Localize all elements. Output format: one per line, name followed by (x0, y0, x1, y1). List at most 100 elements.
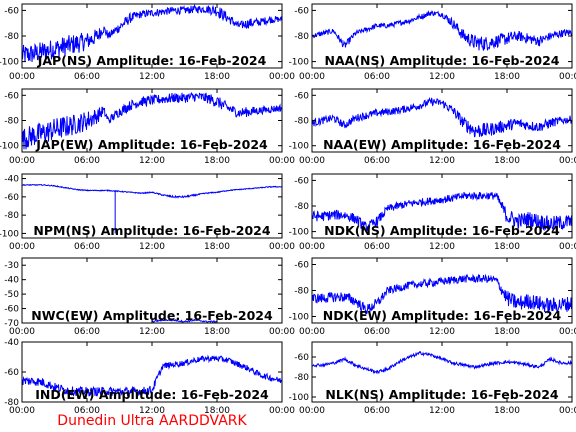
y-tick-label: -60 (294, 91, 309, 101)
chart-title: NLK(NS) Amplitude: 16-Feb-2024 (325, 387, 559, 402)
series-line-0 (151, 318, 218, 323)
x-tick-label: 18:00 (494, 72, 520, 82)
x-tick-label: 06:00 (74, 72, 100, 82)
y-tick-label: -80 (294, 32, 309, 42)
x-tick-label: 00:00 (299, 156, 325, 166)
series-line-0 (21, 92, 283, 150)
y-tick-label: -60 (4, 91, 19, 101)
y-tick-label: -100 (289, 393, 310, 403)
x-tick-label: 12:00 (429, 242, 455, 252)
x-tick-label: 06:00 (74, 242, 100, 252)
y-tick-label: -30 (4, 261, 19, 271)
x-tick-label: 00:00 (269, 242, 295, 252)
x-tick-label: 18:00 (494, 156, 520, 166)
y-tick-label: -60 (4, 193, 19, 203)
x-tick-label: 00:00 (559, 242, 576, 252)
y-tick-label: -80 (4, 32, 19, 42)
series-line-0 (311, 96, 573, 138)
y-tick-label: -80 (294, 287, 309, 297)
y-tick-label: -60 (4, 305, 19, 315)
chart-title: IND(EW) Amplitude: 16-Feb-2024 (35, 387, 269, 402)
y-tick-label: -40 (4, 175, 19, 185)
x-tick-label: 00:00 (269, 72, 295, 82)
x-tick-label: 06:00 (74, 406, 100, 416)
x-tick-label: 00:00 (9, 327, 35, 337)
chart-title: NWC(EW) Amplitude: 16-Feb-2024 (31, 308, 273, 323)
x-tick-label: 00:00 (269, 327, 295, 337)
x-tick-label: 18:00 (494, 327, 520, 337)
x-tick-label: 00:00 (299, 406, 325, 416)
chart-panel-2: -60 -80 -100 00:00 06:00 12:00 18:00 00:00JAP(E… (0, 88, 295, 166)
x-tick-label: 00:00 (9, 242, 35, 252)
x-tick-label: 12:00 (139, 72, 165, 82)
y-tick-label: -80 (4, 398, 19, 408)
x-tick-label: 06:00 (364, 156, 390, 166)
y-tick-label: -100 (0, 142, 19, 152)
y-tick-label: -60 (294, 176, 309, 186)
chart-panel-5: -60 -80 -100 00:00 06:00 12:00 18:00 00:00 NDK(N… (289, 173, 576, 252)
chart-panel-1: -60-80-10000:0006:0012:0018:0000:00NAA(N… (289, 3, 576, 82)
chart-title: NAA(NS) Amplitude: 16-Feb-2024 (325, 53, 560, 68)
x-tick-label: 06:00 (74, 156, 100, 166)
y-tick-label: -100 (289, 58, 310, 68)
x-tick-label: 00:00 (269, 406, 295, 416)
x-tick-label: 18:00 (204, 242, 230, 252)
y-tick-label: -40 (4, 276, 19, 286)
series-line-0 (21, 354, 283, 398)
y-tick-label: -80 (4, 211, 19, 221)
x-tick-label: 12:00 (429, 327, 455, 337)
series-line-0 (311, 9, 573, 51)
x-tick-label: 12:00 (139, 327, 165, 337)
chart-title: JAP(NS) Amplitude: 16-Feb-2024 (37, 53, 267, 68)
x-tick-label: 00:00 (9, 406, 35, 416)
x-tick-label: 00:00 (9, 156, 35, 166)
series-line-0 (21, 3, 283, 63)
x-tick-label: 06:00 (364, 406, 390, 416)
y-tick-label: -100 (0, 229, 19, 239)
y-tick-label: -60 (294, 6, 309, 16)
x-tick-label: 00:00 (559, 327, 576, 337)
chart-title: NAA(EW) Amplitude: 16-Feb-2024 (323, 137, 561, 152)
x-tick-label: 00:00 (559, 72, 576, 82)
x-tick-label: 00:00 (9, 72, 35, 82)
series-line-0 (311, 273, 573, 315)
x-tick-label: 12:00 (139, 406, 165, 416)
x-tick-label: 00:00 (559, 156, 576, 166)
chart-title: JAP(EW) Amplitude: 16-Feb-2024 (35, 137, 268, 152)
series-line-0 (21, 183, 282, 199)
y-tick-label: -60 (4, 368, 19, 378)
x-tick-label: 00:00 (299, 242, 325, 252)
y-tick-label: -80 (294, 117, 309, 127)
x-tick-label: 12:00 (139, 156, 165, 166)
y-tick-label: -40 (4, 338, 19, 348)
x-tick-label: 00:00 (559, 406, 576, 416)
series-line-0 (311, 191, 573, 233)
chart-title: NPM(NS) Amplitude: 16-Feb-2024 (33, 223, 270, 238)
y-tick-label: -60 (4, 6, 19, 16)
y-tick-label: -100 (289, 142, 310, 152)
chart-title: NDK(NS) Amplitude: 16-Feb-2024 (324, 223, 560, 238)
y-tick-label: -80 (294, 373, 309, 383)
x-tick-label: 06:00 (364, 72, 390, 82)
footer-credit: Dunedin Ultra AARDDVARK (57, 413, 247, 429)
y-tick-label: -100 (289, 313, 310, 323)
y-tick-label: -80 (4, 117, 19, 127)
x-tick-label: 12:00 (139, 242, 165, 252)
chart-panel-3: -60 -80 -100 00:00 06:00 12:00 18:00 00:00 NAA(E… (289, 88, 576, 166)
series-line-0 (311, 350, 573, 375)
y-tick-label: -80 (294, 202, 309, 212)
x-tick-label: 00:00 (269, 156, 295, 166)
chart-panel-0: -60 -80 -100 00:00 06:00 12:00 18:00 00:00JAP(N… (0, 3, 295, 82)
x-tick-label: 18:00 (494, 406, 520, 416)
y-tick-label: -50 (4, 290, 19, 300)
chart-panel-9: -60 -80 -100 00:00 06:00 12:00 18:00 00:00NLK(N… (289, 341, 576, 416)
x-tick-label: 06:00 (364, 242, 390, 252)
y-tick-label: -60 (294, 353, 309, 363)
y-tick-label: -60 (294, 261, 309, 271)
x-tick-label: 18:00 (204, 406, 230, 416)
x-tick-label: 18:00 (204, 72, 230, 82)
y-tick-label: -70 (4, 319, 19, 329)
